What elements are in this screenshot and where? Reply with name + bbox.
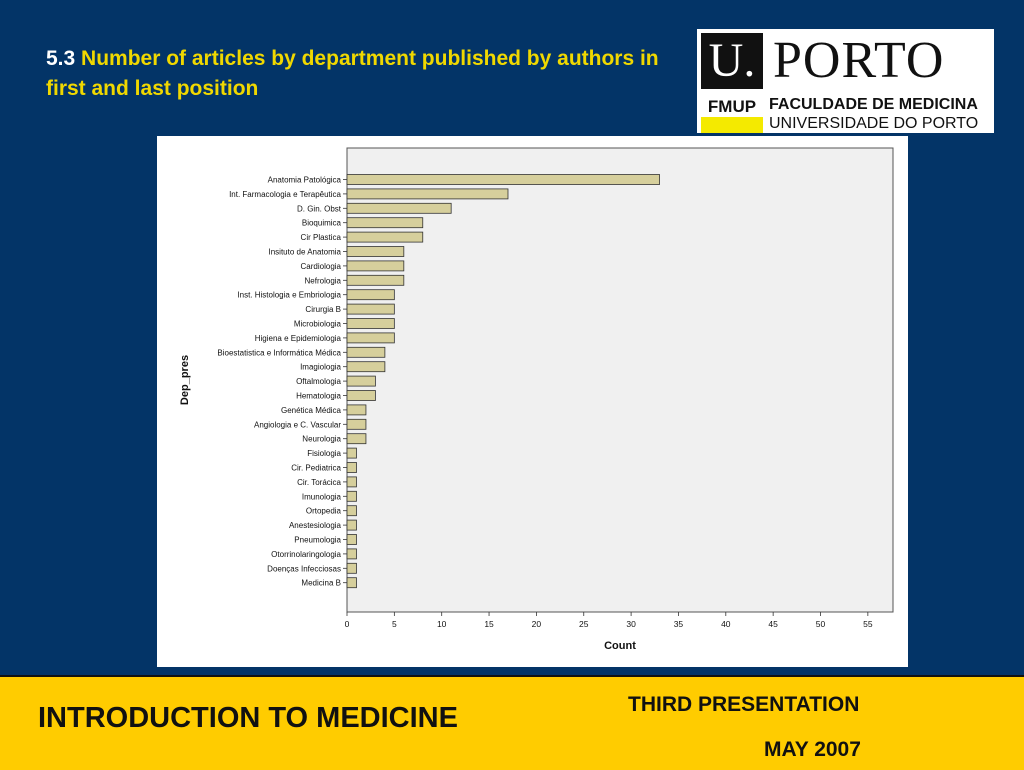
bar xyxy=(346,447,357,459)
y-tick-label: Pneumologia xyxy=(294,536,341,545)
logo-university: UNIVERSIDADE DO PORTO xyxy=(769,115,979,132)
bar xyxy=(346,404,367,416)
y-tick-label: Neurologia xyxy=(302,435,341,444)
chart-container: Anatomia Patológica Int. Farmacologia e T… xyxy=(157,136,908,667)
y-tick-label: Imunologia xyxy=(302,492,342,501)
logo-name: PORTO xyxy=(773,32,945,89)
y-axis-label: Dep_pres xyxy=(179,355,191,405)
x-tick-label: 0 xyxy=(345,619,350,629)
bar xyxy=(346,505,357,517)
bar xyxy=(346,188,509,200)
bar xyxy=(346,303,395,315)
y-tick-label: Cir. Pediatrica xyxy=(291,464,341,473)
y-tick-label: Int. Farmacologia e Terapêutica xyxy=(229,190,341,199)
bar xyxy=(346,217,424,229)
y-tick-label: Cir Plastica xyxy=(301,233,342,242)
bar xyxy=(346,361,386,373)
y-tick-label: Hematologia xyxy=(296,392,341,401)
y-tick-label: Anatomia Patológica xyxy=(268,176,342,185)
slide-title: 5.3 Number of articles by department pub… xyxy=(46,44,686,104)
footer-date: MAY 2007 xyxy=(764,738,861,761)
logo-mark: U. xyxy=(701,33,763,89)
bar xyxy=(346,418,367,430)
y-tick-label: Insituto de Anatomia xyxy=(269,248,342,257)
bar xyxy=(346,246,405,257)
bar xyxy=(346,462,357,473)
y-tick-label: Oftalmologia xyxy=(296,377,341,386)
bar xyxy=(346,231,424,243)
x-tick-label: 15 xyxy=(484,619,494,629)
slide-number: 5.3 xyxy=(46,47,76,70)
y-tick-label: Higiena e Epidemiologia xyxy=(255,334,342,343)
logo-faculty: FACULDADE DE MEDICINA xyxy=(769,96,978,113)
bar xyxy=(346,260,405,272)
bar xyxy=(346,562,357,574)
y-tick-label: Cirurgia B xyxy=(305,305,341,314)
bar xyxy=(346,577,357,589)
bar-chart: Anatomia Patológica Int. Farmacologia e T… xyxy=(179,147,894,652)
y-tick-label: Bioquimica xyxy=(302,219,342,228)
y-tick-label: Otorrinolaringologia xyxy=(271,550,341,559)
bar xyxy=(346,202,452,214)
x-tick-label: 45 xyxy=(768,619,778,629)
y-tick-label: Fisiologia xyxy=(307,449,341,458)
y-tick-label: Bioestatistica e Informática Médica xyxy=(217,348,341,357)
y-tick-label: Nefrologia xyxy=(305,276,342,285)
bar xyxy=(346,174,660,185)
y-tick-label: Anestesiologia xyxy=(289,521,342,530)
bar xyxy=(346,519,357,531)
plot-area xyxy=(346,147,894,613)
y-tick-label: Imagiologia xyxy=(300,363,341,372)
bar xyxy=(346,332,395,344)
bar xyxy=(346,274,405,286)
y-tick-label: Angiologia e C. Vascular xyxy=(254,420,341,429)
slide-title-text: Number of articles by department publish… xyxy=(46,47,659,100)
x-tick-label: 10 xyxy=(437,619,447,629)
university-logo: U. PORTO FMUP FACULDADE DE MEDICINA UNIV… xyxy=(697,29,994,133)
y-tick-label: Medicina B xyxy=(301,579,341,588)
x-tick-label: 5 xyxy=(392,619,397,629)
x-tick-label: 35 xyxy=(674,619,684,629)
x-tick-label: 20 xyxy=(532,619,542,629)
x-axis-label: Count xyxy=(604,640,636,652)
bar xyxy=(346,490,357,502)
logo-unit: FMUP xyxy=(707,97,757,116)
y-tick-label: Ortopedia xyxy=(306,507,342,516)
footer-bar: INTRODUCTION TO MEDICINE THIRD PRESENTAT… xyxy=(0,675,1024,770)
bar xyxy=(346,346,386,358)
x-tick-label: 25 xyxy=(579,619,589,629)
footer-presentation: THIRD PRESENTATION xyxy=(628,693,860,716)
logo-yellow-block xyxy=(701,117,763,133)
bar xyxy=(346,289,395,301)
y-tick-label: Genética Médica xyxy=(281,406,342,415)
x-tick-label: 40 xyxy=(721,619,731,629)
bar xyxy=(346,318,395,329)
bar xyxy=(346,534,357,545)
bar xyxy=(346,433,367,445)
footer-course-title: INTRODUCTION TO MEDICINE xyxy=(38,702,458,734)
y-tick-label: D. Gin. Obst xyxy=(297,204,342,213)
y-tick-label: Doenças Infecciosas xyxy=(267,564,341,573)
y-tick-label: Cardiologia xyxy=(301,262,342,271)
bar xyxy=(346,548,357,560)
y-tick-label: Microbiologia xyxy=(294,320,342,329)
y-tick-label: Cir. Torácica xyxy=(297,478,341,487)
bar xyxy=(346,375,376,387)
x-tick-label: 55 xyxy=(863,619,873,629)
bar xyxy=(346,476,357,488)
x-tick-label: 50 xyxy=(816,619,826,629)
bar xyxy=(346,390,376,401)
y-tick-label: Inst. Histologia e Embriologia xyxy=(237,291,341,300)
x-tick-label: 30 xyxy=(626,619,636,629)
